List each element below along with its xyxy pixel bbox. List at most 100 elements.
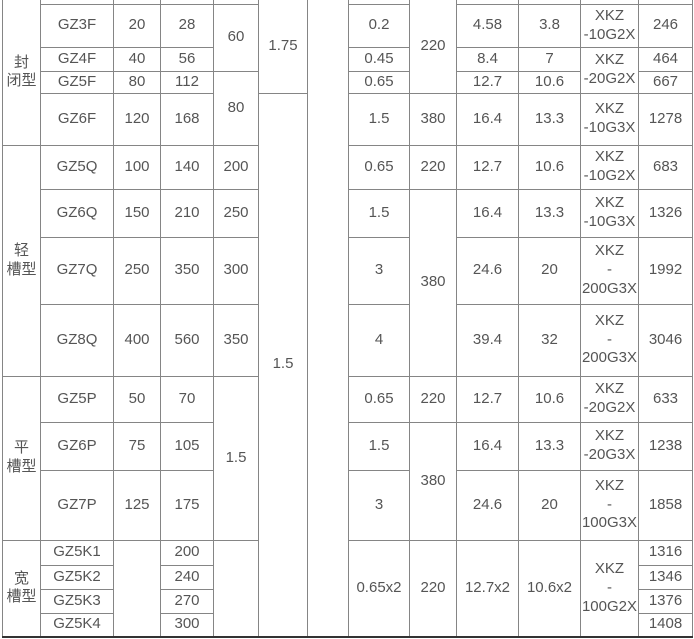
value-cell: 168: [160, 92, 214, 146]
value-cell: 4.58: [456, 3, 519, 48]
weight-cell: 633: [638, 375, 693, 423]
value-cell: 350: [160, 236, 214, 305]
weight-cell: 1376: [638, 588, 693, 614]
value-cell: 16.4: [456, 188, 519, 238]
weight-cell: 667: [638, 70, 693, 94]
value-cell: 56: [160, 46, 214, 72]
value-cell: 105: [160, 421, 214, 471]
value-cell: 3.8: [518, 3, 581, 48]
value-cell: 210: [160, 188, 214, 238]
weight-cell: 1238: [638, 421, 693, 471]
value-cell: 8.4: [456, 46, 519, 72]
model-cell: GZ7Q: [40, 236, 114, 305]
model-cell: GZ5K4: [40, 612, 114, 638]
value-cell: 13.3: [518, 92, 581, 146]
category-cell: 宽 槽型: [2, 539, 41, 638]
category-cell: 平 槽型: [2, 375, 41, 541]
value-cell: 350: [213, 303, 259, 377]
category-cell: 轻 槽型: [2, 144, 41, 377]
weight-cell: 1992: [638, 236, 693, 305]
value-cell: 0.65: [348, 70, 410, 94]
model-cell: GZ4F: [40, 46, 114, 72]
value-cell: 1.5: [348, 188, 410, 238]
value-cell: 200: [160, 539, 214, 566]
model-cell: GZ6P: [40, 421, 114, 471]
value-cell: 16.4: [456, 92, 519, 146]
model-cell: GZ5Q: [40, 144, 114, 190]
value-cell: 13.3: [518, 421, 581, 471]
voltage-cell: 220: [409, 539, 457, 638]
value-cell: 16.4: [456, 421, 519, 471]
value-cell: 250: [113, 236, 161, 305]
value-cell: 13.3: [518, 188, 581, 238]
value-cell: 20: [113, 3, 161, 48]
controller-cell: XKZ - 100G2X: [580, 539, 639, 638]
value-cell: 12.7: [456, 375, 519, 423]
voltage-cell: 380: [409, 421, 457, 541]
controller-cell: XKZ -10G2X: [580, 3, 639, 48]
value-cell: 270: [160, 588, 214, 614]
table-gap: [307, 0, 349, 638]
voltage-cell: 220: [409, 144, 457, 190]
model-cell: GZ5P: [40, 375, 114, 423]
weight-cell: 1408: [638, 612, 693, 638]
value-cell: 12.7: [456, 70, 519, 94]
value-cell: 0.65x2: [348, 539, 410, 638]
value-cell: 120: [113, 92, 161, 146]
value-cell: 70: [160, 375, 214, 423]
value-cell: 75: [113, 421, 161, 471]
controller-cell: XKZ -20G2X: [580, 375, 639, 423]
model-cell: GZ5K3: [40, 588, 114, 614]
value-cell: 24.6: [456, 469, 519, 541]
value-cell: 1.5: [258, 92, 308, 638]
value-cell: 0.65: [348, 144, 410, 190]
value-cell: 3: [348, 236, 410, 305]
value-cell: 0.65: [348, 375, 410, 423]
controller-cell: XKZ -20G2X: [580, 46, 639, 94]
controller-cell: XKZ - 100G3X: [580, 469, 639, 541]
value-cell: 300: [160, 612, 214, 638]
weight-cell: 464: [638, 46, 693, 72]
controller-cell: XKZ -10G3X: [580, 92, 639, 146]
model-cell: GZ7P: [40, 469, 114, 541]
value-cell: 20: [518, 469, 581, 541]
value-cell: 1.5: [348, 421, 410, 471]
model-cell: GZ8Q: [40, 303, 114, 377]
weight-cell: 1278: [638, 92, 693, 146]
model-cell: GZ3F: [40, 3, 114, 48]
voltage-cell: 380: [409, 188, 457, 377]
value-cell: 100: [113, 144, 161, 190]
controller-cell: XKZ - 200G3X: [580, 303, 639, 377]
weight-cell: 3046: [638, 303, 693, 377]
value-cell: 39.4: [456, 303, 519, 377]
value-cell: 10.6: [518, 70, 581, 94]
value-cell: 10.6: [518, 144, 581, 190]
model-cell: GZ5F: [40, 70, 114, 94]
value-cell: 60: [213, 3, 259, 72]
category-cell: 封 闭型: [2, 0, 41, 146]
value-cell: 1.5: [213, 375, 259, 541]
model-cell: GZ5K2: [40, 564, 114, 590]
value-cell: 140: [160, 144, 214, 190]
value-cell: 12.7x2: [456, 539, 519, 638]
model-cell: GZ6F: [40, 92, 114, 146]
value-cell: 0.2: [348, 3, 410, 48]
value-cell: 560: [160, 303, 214, 377]
controller-cell: XKZ -10G3X: [580, 188, 639, 238]
value-cell: [113, 539, 161, 638]
voltage-cell: 220: [409, 375, 457, 423]
value-cell: 4: [348, 303, 410, 377]
weight-cell: 1858: [638, 469, 693, 541]
weight-cell: 683: [638, 144, 693, 190]
value-cell: 12.7: [456, 144, 519, 190]
value-cell: 300: [213, 236, 259, 305]
value-cell: 32: [518, 303, 581, 377]
value-cell: 20: [518, 236, 581, 305]
value-cell: 125: [113, 469, 161, 541]
value-cell: 28: [160, 3, 214, 48]
value-cell: 1.5: [348, 92, 410, 146]
value-cell: 50: [113, 375, 161, 423]
